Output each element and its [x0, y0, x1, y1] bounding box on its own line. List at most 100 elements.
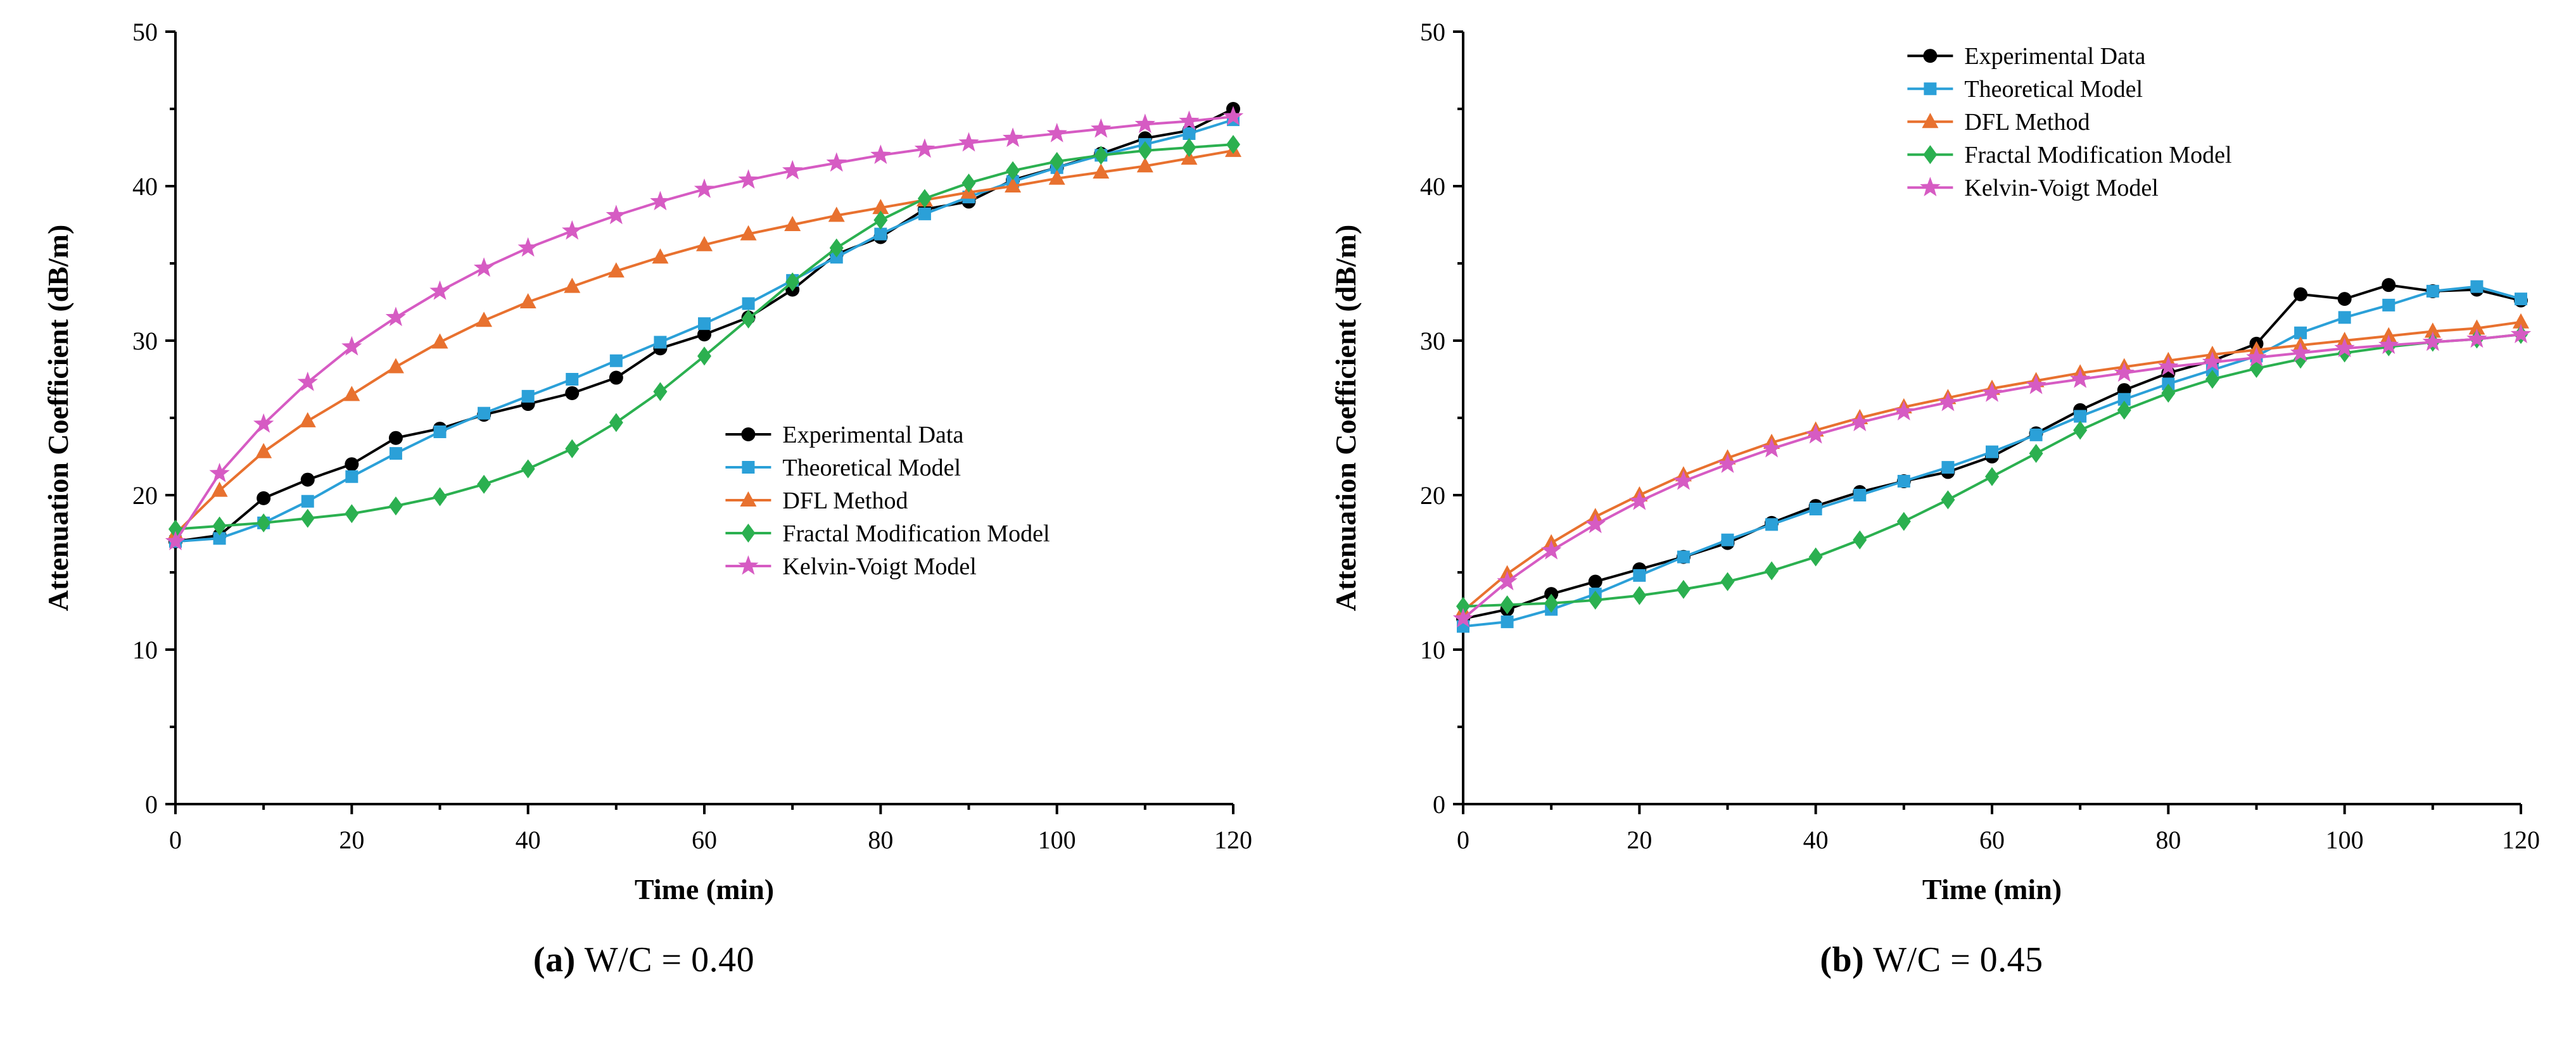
marker-star	[1178, 110, 1200, 130]
marker-square	[2073, 410, 2086, 423]
series-2	[167, 141, 1241, 540]
marker-square	[1941, 461, 1954, 474]
marker-diamond	[1896, 512, 1911, 531]
marker-triangle	[784, 216, 801, 231]
marker-star	[1919, 177, 1941, 196]
marker-square	[1897, 475, 1910, 488]
marker-star	[2069, 368, 2090, 388]
marker-star	[1002, 127, 1023, 148]
x-axis-label: Time (min)	[1922, 873, 2061, 905]
marker-diamond	[1808, 547, 1823, 567]
marker-star	[517, 237, 538, 257]
marker-square	[1853, 489, 1866, 501]
marker-circle	[1922, 49, 1937, 63]
marker-circle	[2337, 292, 2352, 306]
marker-diamond	[2029, 444, 2043, 463]
axes	[165, 30, 1234, 814]
y-tick-label: 50	[1420, 18, 1445, 46]
marker-diamond	[521, 459, 535, 479]
tick-labels: 0 20 40 60 80 100 120 0 10 20 30 40 50	[132, 18, 1252, 854]
marker-triangle	[563, 277, 580, 293]
legend-label: Experimental Data	[1964, 43, 2145, 70]
marker-star	[1849, 412, 1870, 432]
marker-diamond	[1181, 138, 1196, 157]
marker-star	[2025, 374, 2046, 394]
marker-star	[2333, 337, 2355, 357]
legend: Experimental Data Theoretical Model DFL Me…	[725, 422, 1050, 580]
x-tick-label: 40	[515, 826, 540, 854]
marker-diamond	[609, 413, 623, 432]
marker-triangle	[739, 491, 756, 507]
marker-star	[870, 144, 891, 164]
series-2	[1454, 313, 2529, 617]
legend-label: Theoretical Model	[782, 455, 961, 481]
marker-diamond	[564, 439, 579, 458]
marker-circle	[697, 327, 711, 342]
marker-circle	[344, 457, 358, 472]
marker-square	[697, 317, 711, 331]
marker-circle	[740, 427, 755, 441]
x-tick-label: 120	[2502, 826, 2540, 854]
marker-star	[606, 205, 626, 225]
marker-star	[165, 531, 186, 550]
marker-star	[1585, 513, 1606, 534]
y-axis-label: Attenuation Coefficient (dB/m)	[42, 225, 74, 612]
caption-b-label: (b)	[1820, 940, 1865, 979]
marker-square	[477, 406, 490, 420]
marker-triangle	[607, 262, 625, 278]
marker-star	[1496, 570, 1518, 591]
x-tick-label: 60	[1979, 826, 2005, 854]
marker-diamond	[2072, 420, 2087, 440]
marker-star	[649, 191, 671, 211]
legend-label: Kelvin-Voigt Model	[782, 553, 976, 580]
marker-diamond	[1138, 141, 1152, 160]
marker-diamond	[300, 508, 315, 528]
marker-square	[521, 389, 535, 403]
marker-star	[473, 257, 494, 277]
marker-diamond	[2117, 400, 2131, 420]
marker-diamond	[2160, 383, 2175, 403]
legend-label: Theoretical Model	[1964, 76, 2143, 103]
legend-label: DFL Method	[1964, 109, 2090, 135]
marker-square	[213, 532, 226, 545]
marker-star	[1628, 490, 1650, 510]
marker-diamond	[1922, 145, 1937, 165]
marker-star	[1716, 453, 1738, 473]
y-tick-label: 0	[1433, 790, 1445, 819]
marker-star	[341, 336, 362, 356]
legend-label: DFL Method	[782, 488, 908, 514]
chart-panel-a: 0 20 40 60 80 100 120 0 10 20 30 40 50 Time (min) Atte…	[42, 18, 1252, 979]
marker-square	[873, 227, 887, 241]
marker-square	[1985, 445, 1998, 458]
x-tick-label: 80	[868, 826, 893, 854]
marker-star	[737, 169, 759, 189]
marker-square	[1677, 550, 1690, 564]
marker-diamond	[741, 309, 756, 329]
marker-star	[429, 280, 450, 300]
marker-star	[826, 152, 847, 172]
marker-square	[2294, 326, 2307, 339]
marker-triangle	[255, 443, 272, 458]
marker-square	[2117, 393, 2131, 406]
marker-triangle	[431, 333, 448, 349]
marker-diamond	[1005, 161, 1020, 180]
marker-square	[741, 461, 754, 474]
marker-triangle	[2512, 313, 2529, 329]
marker-square	[565, 373, 578, 386]
marker-circle	[2293, 287, 2307, 301]
marker-square	[653, 336, 666, 349]
marker-star	[2422, 331, 2443, 351]
marker-diamond	[697, 346, 711, 366]
marker-diamond	[1632, 586, 1646, 605]
marker-diamond	[1852, 530, 1867, 550]
marker-diamond	[785, 272, 799, 292]
marker-diamond	[829, 238, 844, 258]
marker-square	[1809, 502, 1822, 515]
marker-triangle	[211, 481, 228, 497]
marker-star	[2510, 324, 2531, 343]
marker-triangle	[740, 225, 757, 241]
marker-square	[345, 470, 358, 483]
tick-labels: 0 20 40 60 80 100 120 0 10 20 30 40 50	[1420, 18, 2540, 854]
marker-circle	[564, 386, 579, 400]
marker-square	[1721, 533, 1734, 546]
